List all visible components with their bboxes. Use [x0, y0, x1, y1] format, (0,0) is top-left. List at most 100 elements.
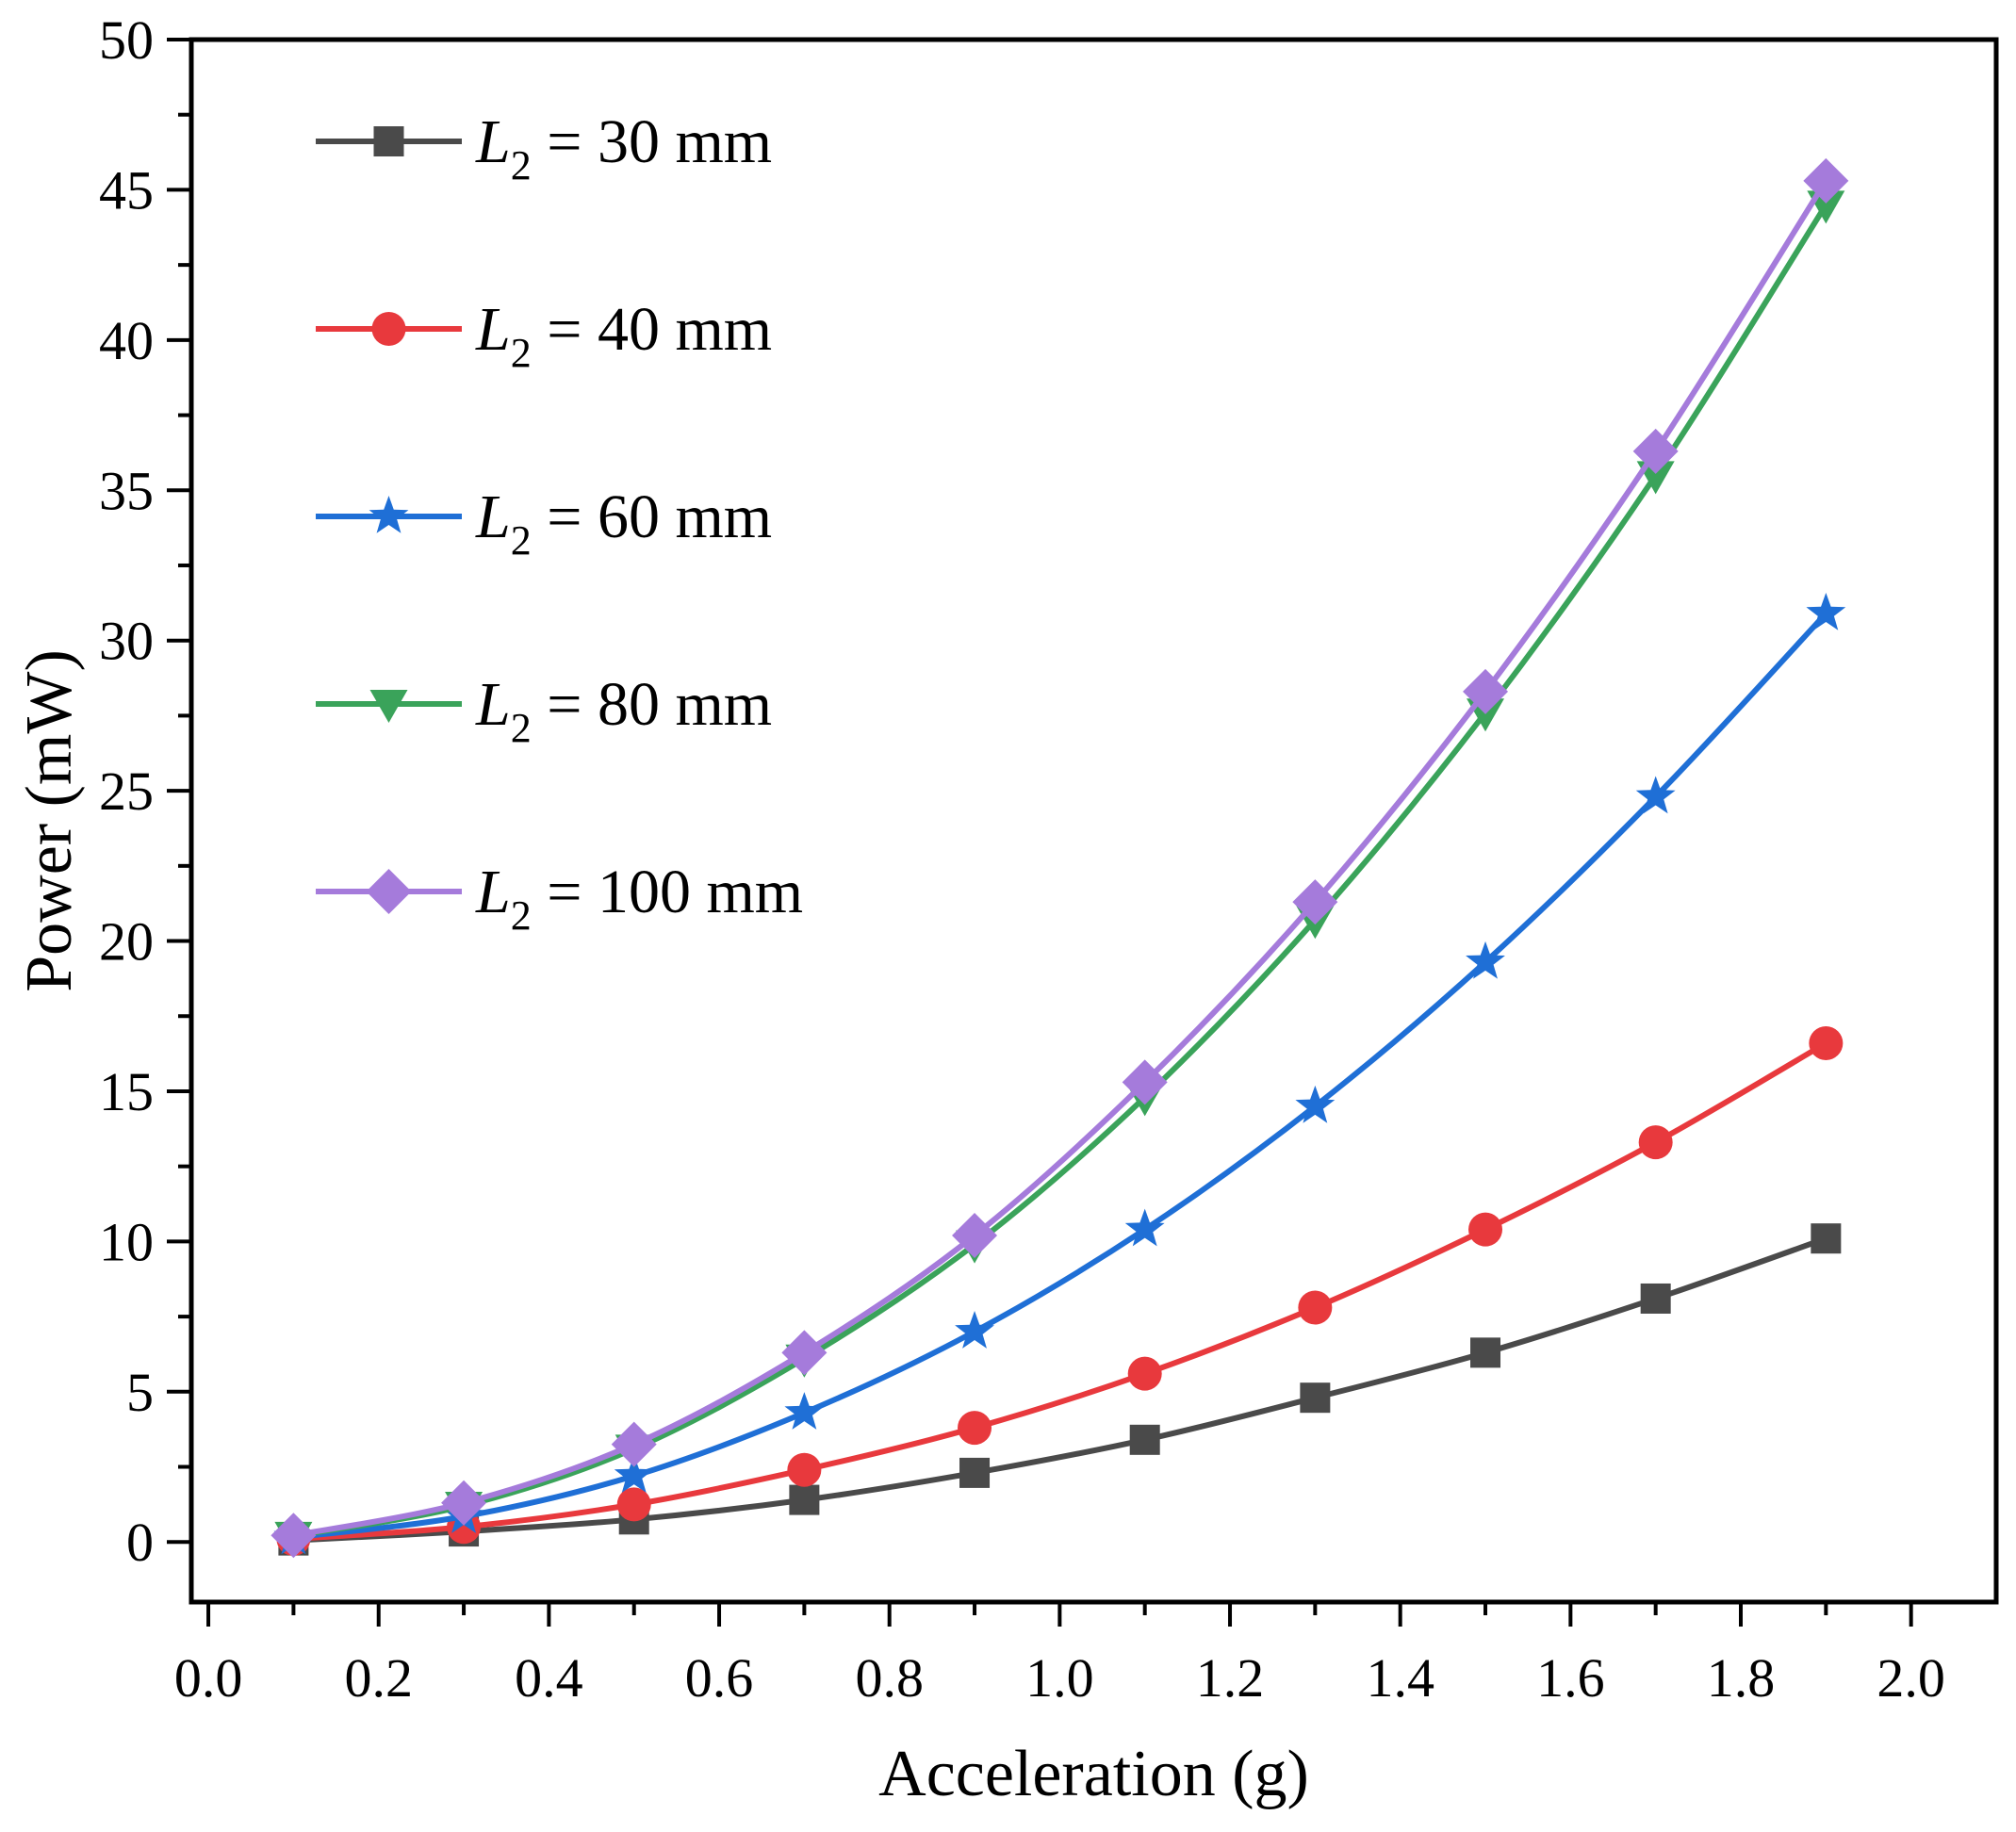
plot-series-group	[270, 157, 1849, 1559]
series-line	[292, 179, 1828, 1539]
data-point-diamond	[441, 1480, 487, 1526]
y-tick-label: 25	[99, 761, 154, 822]
x-axis-title: Acceleration (g)	[878, 1738, 1309, 1810]
data-point-star	[1466, 941, 1505, 979]
legend-label-subscript: 2	[511, 705, 532, 751]
x-tick-label: 1.2	[1196, 1647, 1265, 1709]
plot-frame	[188, 37, 1999, 1605]
legend-label: L2 = 30 mm	[475, 107, 772, 188]
data-point-diamond	[1632, 428, 1679, 474]
data-point-square	[1300, 1382, 1331, 1414]
data-point-diamond	[1122, 1059, 1168, 1105]
data-point-star	[784, 1392, 825, 1430]
y-tick-label: 5	[126, 1362, 154, 1423]
y-tick-label: 10	[99, 1211, 154, 1272]
legend-marker-square	[373, 126, 404, 156]
data-point-star	[955, 1311, 994, 1349]
y-tick-label: 0	[126, 1512, 154, 1573]
x-tick-label: 0.2	[344, 1647, 413, 1709]
data-point-circle	[1468, 1212, 1503, 1247]
legend-marker-star	[369, 496, 409, 533]
axes-group: 0.0 0.2 0.4 0.6 0.8 1.0 1.2 1.4 1.6 1.8 2.0 0 5 10 15 2…	[99, 9, 1999, 1709]
series-line	[293, 611, 1828, 1541]
series-group	[276, 1025, 1844, 1557]
legend-entry: L2 = 80 mm	[316, 670, 772, 751]
x-tick-label: 1.8	[1707, 1647, 1776, 1709]
legend-label-var: L	[475, 107, 511, 176]
x-tick-label: 0.0	[174, 1647, 243, 1709]
legend-marker-circle	[371, 312, 406, 346]
data-point-star	[1635, 776, 1676, 814]
x-tick-label: 1.4	[1366, 1647, 1434, 1709]
series-line	[293, 1040, 1828, 1543]
data-point-circle	[958, 1411, 992, 1446]
y-tick-label: 45	[99, 159, 154, 221]
data-point-circle	[1127, 1356, 1162, 1391]
y-axis-title: Power (mW)	[13, 649, 86, 992]
data-point-star	[1295, 1085, 1336, 1123]
data-point-diamond	[270, 1513, 317, 1559]
data-point-circle	[1298, 1290, 1333, 1325]
legend-entry: L2 = 30 mm	[316, 107, 772, 188]
series-line	[292, 203, 1828, 1539]
data-point-diamond	[1803, 157, 1849, 204]
legend-label-value: = 30 mm	[532, 107, 772, 176]
data-point-diamond	[1463, 668, 1509, 714]
y-tick-label: 50	[99, 9, 154, 71]
series-group	[270, 157, 1849, 1559]
legend-label: L2 = 40 mm	[475, 295, 772, 376]
data-point-diamond	[1292, 879, 1338, 925]
legend-marker-diamond	[366, 869, 412, 914]
x-tick-label: 1.0	[1025, 1647, 1094, 1709]
legend-label-subscript: 2	[511, 142, 532, 188]
legend-label-var: L	[475, 670, 511, 739]
y-tick-label: 30	[99, 611, 154, 672]
legend-label-value: = 100 mm	[532, 858, 803, 926]
data-point-square	[959, 1457, 991, 1488]
legend-label-value: = 40 mm	[532, 295, 772, 364]
data-point-diamond	[781, 1330, 828, 1376]
legend-label-value: = 80 mm	[532, 670, 772, 739]
legend-label: L2 = 100 mm	[475, 858, 803, 939]
legend-label-subscript: 2	[511, 517, 532, 564]
legend-label-var: L	[475, 858, 511, 926]
x-tick-label: 0.6	[685, 1647, 754, 1709]
data-point-square	[1811, 1223, 1842, 1254]
data-point-square	[789, 1484, 820, 1515]
legend-label-value: = 60 mm	[532, 483, 772, 551]
series-line	[293, 1235, 1828, 1544]
legend-marker-triangle-down	[369, 690, 408, 723]
y-tick-label: 20	[99, 911, 154, 973]
x-tick-label: 2.0	[1877, 1647, 1945, 1709]
legend-label-subscript: 2	[511, 892, 532, 939]
data-point-circle	[1809, 1025, 1844, 1060]
x-tick-label: 1.6	[1536, 1647, 1605, 1709]
data-point-circle	[1638, 1125, 1673, 1160]
y-tick-label: 40	[99, 310, 154, 371]
y-tick-label: 35	[99, 460, 154, 521]
legend-label: L2 = 80 mm	[475, 670, 772, 751]
data-point-circle	[787, 1452, 822, 1487]
data-point-star	[1806, 593, 1846, 630]
data-point-square	[1129, 1424, 1160, 1455]
data-point-star	[614, 1455, 654, 1493]
data-point-diamond	[952, 1213, 998, 1259]
legend-label-var: L	[475, 483, 511, 551]
legend-entry: L2 = 60 mm	[316, 483, 772, 564]
legend-entry: L2 = 40 mm	[316, 295, 772, 376]
data-point-star	[1124, 1208, 1165, 1247]
data-point-square	[1470, 1337, 1501, 1368]
data-point-circle	[616, 1487, 651, 1522]
legend-entry: L2 = 100 mm	[316, 858, 803, 939]
legend-label-var: L	[475, 295, 511, 364]
data-point-square	[1640, 1283, 1671, 1314]
legend-label: L2 = 60 mm	[475, 483, 772, 564]
x-tick-label: 0.8	[855, 1647, 924, 1709]
x-tick-label: 0.4	[515, 1647, 583, 1709]
series-group	[273, 593, 1846, 1555]
y-tick-label: 15	[99, 1061, 154, 1122]
legend-label-subscript: 2	[511, 330, 532, 376]
